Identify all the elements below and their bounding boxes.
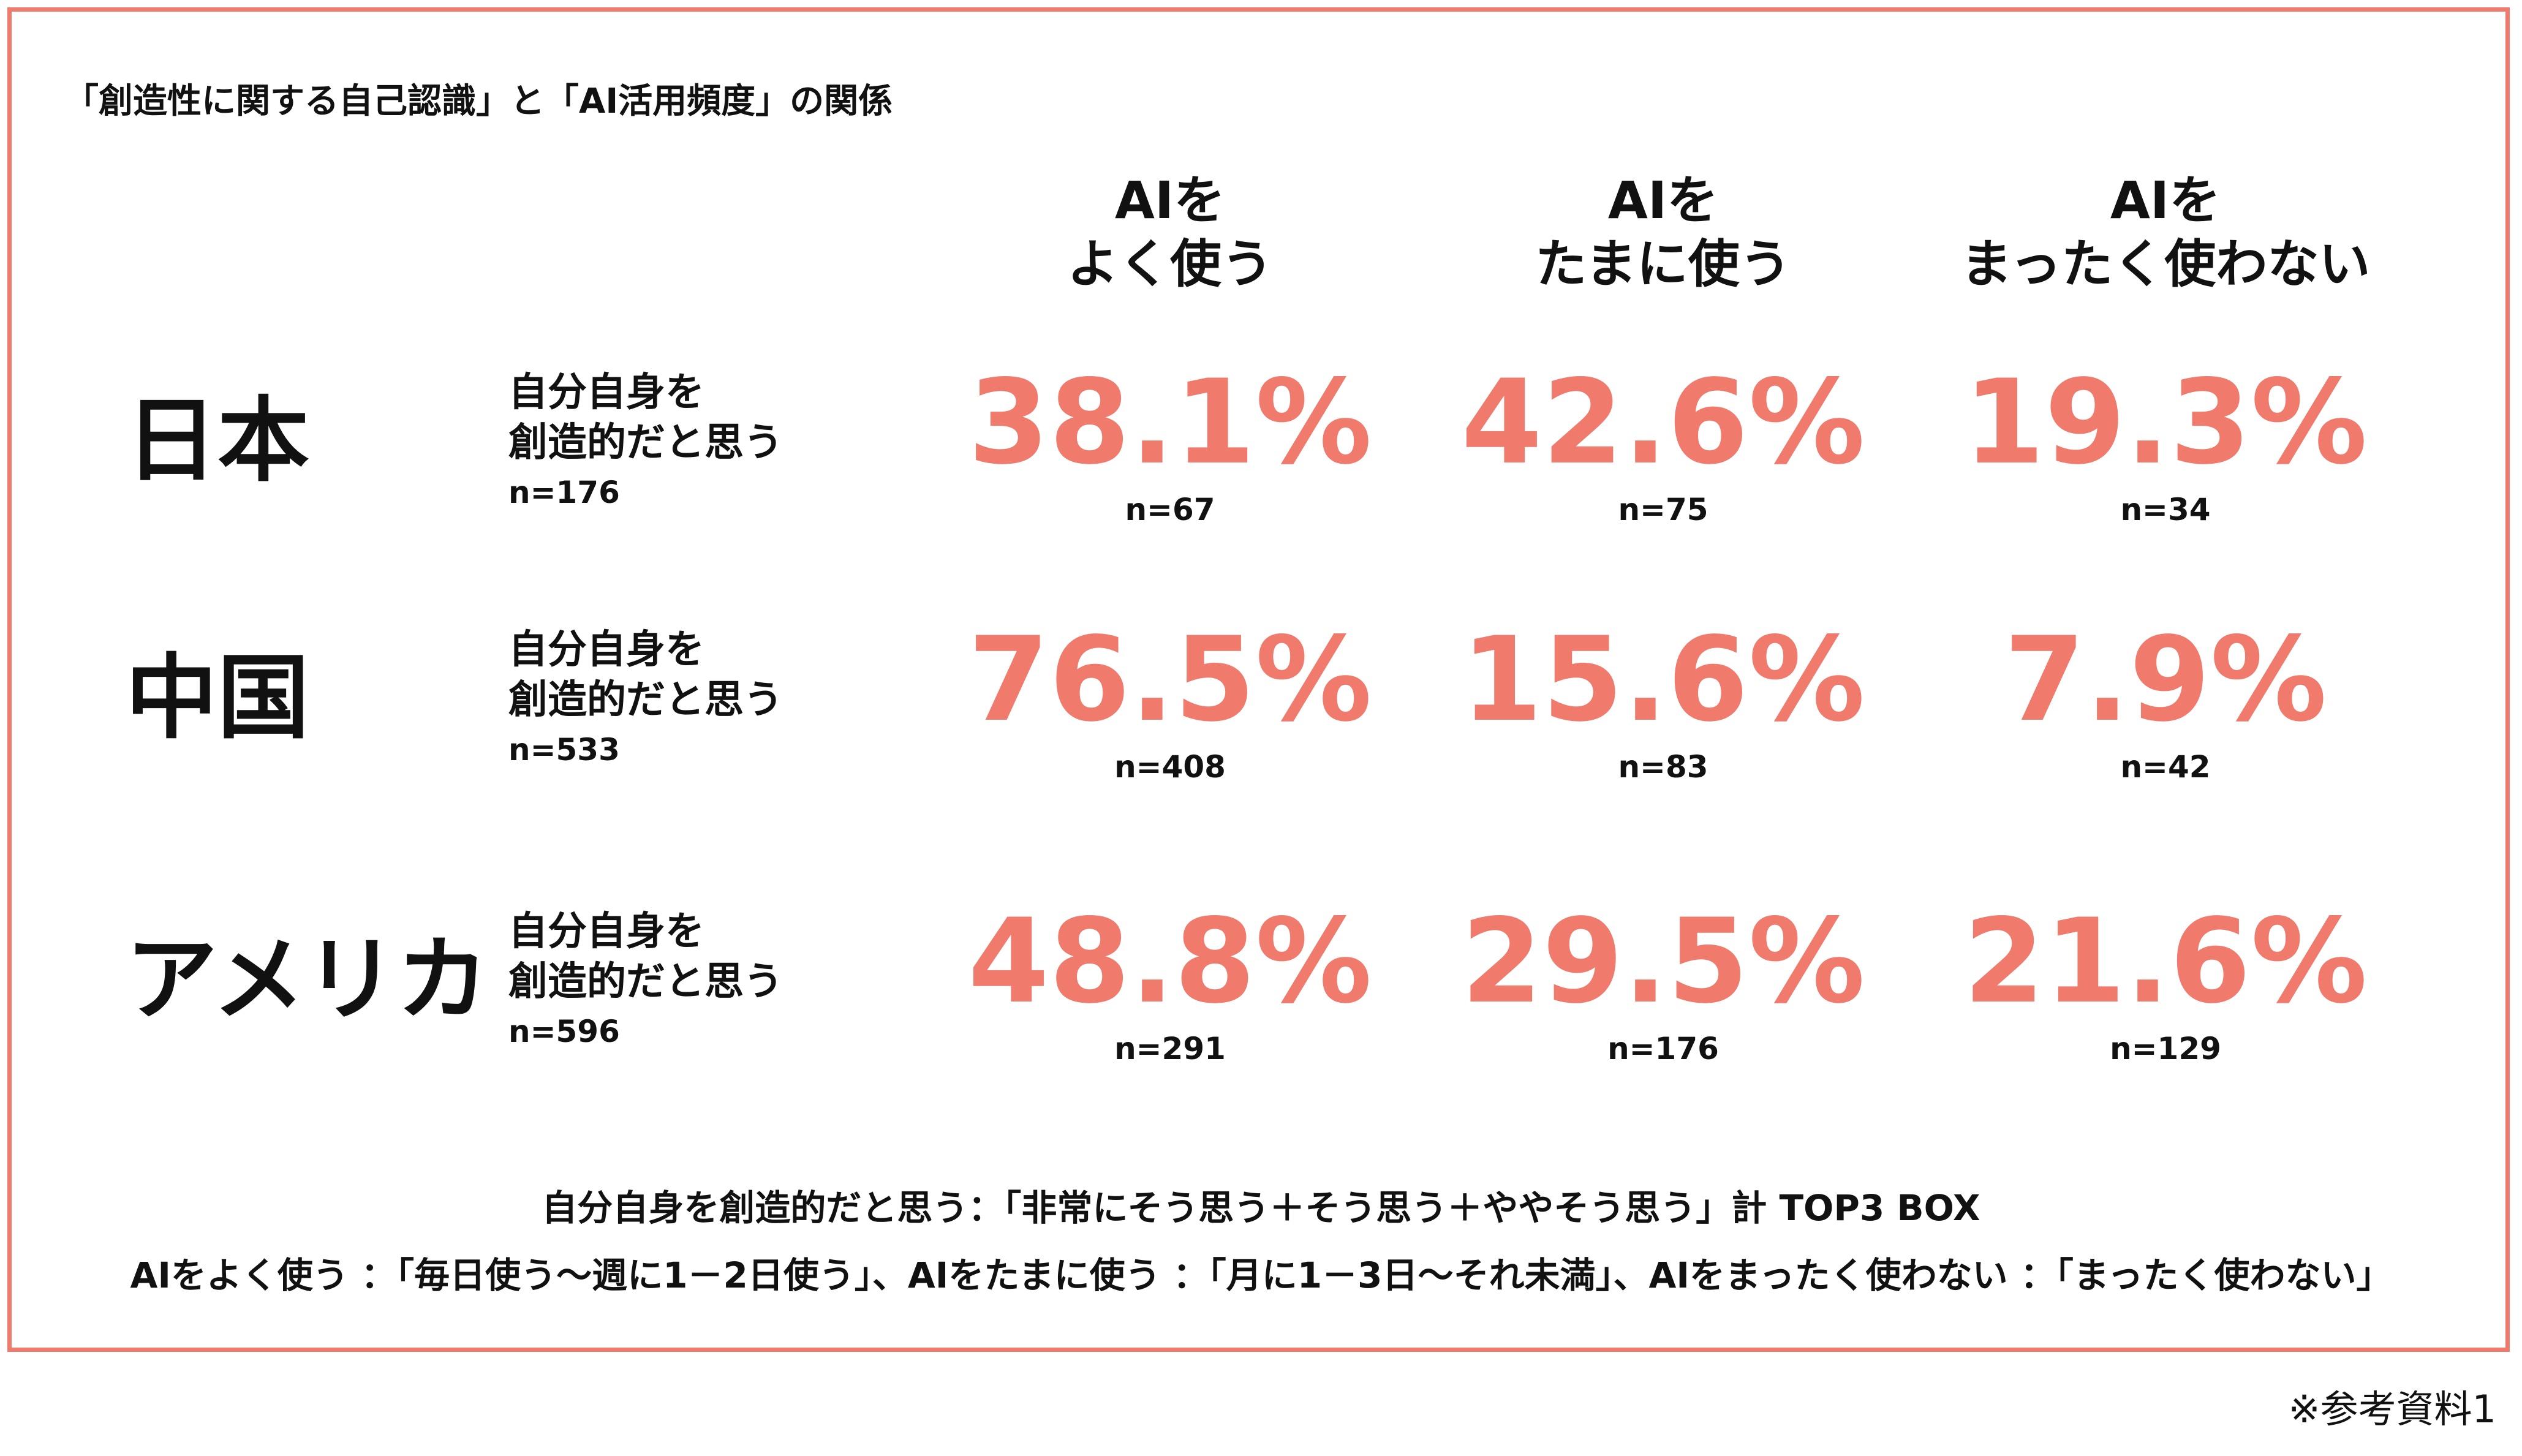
column-header-line2: まったく使わない: [1960, 234, 2371, 294]
row-label-line2: 創造的だと思う: [508, 677, 783, 723]
row-label-line1: 自分自身を: [508, 370, 704, 415]
column-header-often: AIを よく使う: [925, 168, 1415, 296]
country-label-china: 中国: [126, 645, 310, 752]
row-sample-size: n=176: [508, 475, 620, 510]
percentage-value: 42.6%: [1461, 355, 1865, 490]
column-header-line1: AIを: [1114, 170, 1226, 230]
percentage-value: 29.5%: [1461, 894, 1865, 1029]
percentage-value: 38.1%: [968, 355, 1372, 490]
column-header-line1: AIを: [2110, 170, 2221, 230]
chart-frame: [7, 7, 2510, 1352]
percentage-value: 76.5%: [968, 612, 1372, 747]
row-label-china: 自分自身を 創造的だと思う: [508, 625, 783, 725]
column-header-sometimes: AIを たまに使う: [1418, 168, 1908, 296]
country-label-japan: 日本: [126, 388, 310, 494]
percentage-value: 19.3%: [1963, 355, 2368, 490]
definition-note-ai-usage: AIをよく使う ：「毎日使う〜週に1－2日使う」、AIをたまに使う ：「月に1－…: [130, 1254, 2392, 1296]
row-label-line1: 自分自身を: [508, 909, 704, 954]
column-header-line2: たまに使う: [1535, 234, 1791, 294]
cell-sample-size: n=408: [1114, 749, 1226, 785]
percentage-value: 21.6%: [1963, 894, 2368, 1029]
country-label-usa: アメリカ: [126, 927, 489, 1033]
row-label-line2: 創造的だと思う: [508, 420, 783, 466]
cell-sample-size: n=176: [1607, 1031, 1719, 1066]
definition-note-creative: 自分自身を創造的だと思う：「非常にそう思う＋そう思う＋ややそう思う」計 TOP3…: [542, 1187, 1980, 1229]
percentage-value: 15.6%: [1461, 612, 1865, 747]
percentage-value: 7.9%: [2004, 612, 2327, 747]
row-label-usa: 自分自身を 創造的だと思う: [508, 907, 783, 1007]
cell-sample-size: n=291: [1114, 1031, 1226, 1066]
column-header-never: AIを まったく使わない: [1920, 168, 2411, 296]
cell-sample-size: n=75: [1618, 492, 1708, 527]
chart-title: 「創造性に関する自己認識」と「AI活用頻度」の関係: [64, 81, 893, 121]
cell-sample-size: n=83: [1618, 749, 1708, 785]
column-header-line2: よく使う: [1067, 234, 1273, 294]
column-header-line1: AIを: [1607, 170, 1719, 230]
reference-note: ※参考資料1: [2288, 1387, 2496, 1431]
row-sample-size: n=533: [508, 732, 620, 768]
row-label-line1: 自分自身を: [508, 627, 704, 673]
percentage-value: 48.8%: [968, 894, 1372, 1029]
cell-sample-size: n=42: [2120, 749, 2211, 785]
cell-sample-size: n=34: [2120, 492, 2211, 527]
row-label-japan: 自分自身を 創造的だと思う: [508, 368, 783, 468]
cell-sample-size: n=129: [2110, 1031, 2221, 1066]
row-sample-size: n=596: [508, 1014, 620, 1049]
row-label-line2: 創造的だと思う: [508, 959, 783, 1005]
cell-sample-size: n=67: [1125, 492, 1215, 527]
